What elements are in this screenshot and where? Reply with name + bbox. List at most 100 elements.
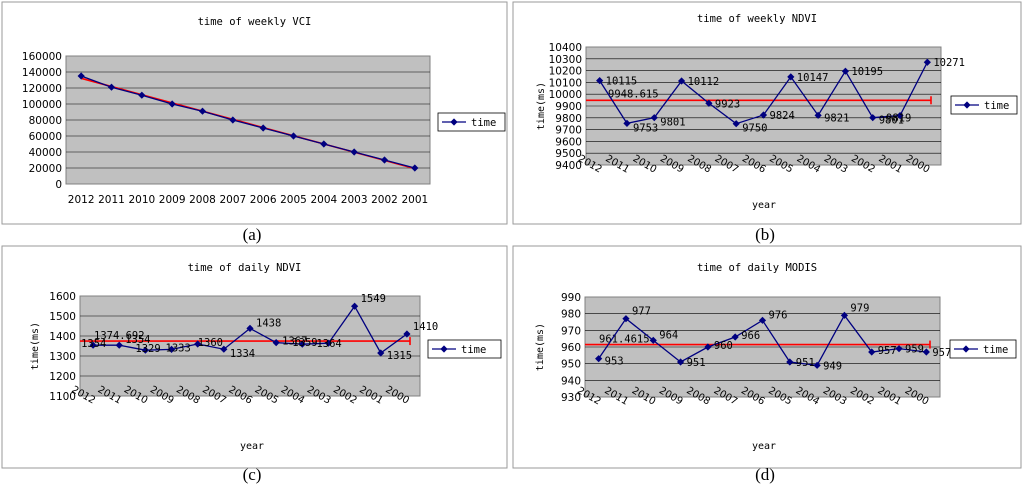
data-point bbox=[814, 111, 822, 119]
data-label: 957 bbox=[932, 347, 951, 359]
data-point bbox=[596, 77, 604, 85]
data-point bbox=[115, 341, 123, 349]
data-point bbox=[141, 346, 149, 354]
x-tick-label: 2007 bbox=[219, 194, 246, 206]
chart-panel-a: time of weekly VCI 0 20000 40000 60000 80000 1… bbox=[1, 1, 508, 244]
data-point bbox=[168, 100, 176, 108]
data-point bbox=[813, 361, 821, 369]
x-axis-title: year bbox=[752, 441, 776, 452]
data-label: 966 bbox=[741, 330, 760, 342]
data-point bbox=[229, 116, 237, 124]
data-point bbox=[259, 124, 267, 132]
legend-frame bbox=[427, 339, 502, 359]
data-point bbox=[677, 77, 686, 85]
data-label: 9801 bbox=[660, 117, 685, 129]
x-tick-label: 2004 bbox=[310, 194, 337, 206]
y-tick-label: 950 bbox=[561, 359, 581, 371]
chart-title: time of weekly NDVI bbox=[697, 13, 817, 25]
chart-title: time of daily MODIS bbox=[697, 262, 817, 274]
data-point bbox=[922, 348, 930, 356]
data-point bbox=[298, 340, 306, 348]
mean-value-label: 1374.692 bbox=[94, 330, 145, 342]
legend-label: time bbox=[983, 344, 1008, 356]
y-tick-label: 0 bbox=[55, 179, 62, 191]
data-point bbox=[167, 345, 176, 353]
data-point bbox=[649, 336, 657, 344]
data-label: 960 bbox=[714, 340, 733, 352]
data-point bbox=[351, 302, 359, 310]
y-tick-label: 60000 bbox=[29, 131, 62, 143]
x-tick-label: 2003 bbox=[341, 194, 368, 206]
data-point bbox=[786, 358, 794, 366]
data-label: 951 bbox=[687, 357, 706, 369]
data-label: 1438 bbox=[256, 317, 281, 329]
data-point bbox=[403, 330, 411, 338]
legend-frame bbox=[950, 95, 1018, 115]
y-tick-label: 1200 bbox=[49, 371, 76, 383]
y-tick-label: 970 bbox=[561, 325, 581, 337]
legend: time bbox=[949, 339, 1017, 359]
x-tick-label: 2009 bbox=[159, 194, 186, 206]
data-point bbox=[758, 316, 767, 324]
x-tick-label: 2006 bbox=[250, 194, 277, 206]
data-point bbox=[896, 111, 904, 120]
legend-label: time bbox=[461, 344, 486, 356]
x-tick-label: 2012 bbox=[68, 194, 95, 206]
data-point bbox=[868, 348, 876, 356]
y-tick-label: 9700 bbox=[555, 125, 582, 137]
data-point bbox=[650, 114, 658, 122]
y-tick-label: 930 bbox=[561, 392, 581, 404]
x-tick-label: 2005 bbox=[280, 194, 307, 206]
y-tick-label: 1100 bbox=[49, 391, 76, 403]
x-axis-title: year bbox=[240, 441, 264, 452]
data-label: 959 bbox=[905, 344, 924, 356]
chart-panel-b: time of weekly NDVI940095009600970098009… bbox=[512, 1, 1022, 244]
y-tick-label: 1400 bbox=[49, 331, 76, 343]
data-label: 9819 bbox=[886, 113, 911, 125]
legend-label: time bbox=[984, 100, 1009, 112]
data-point bbox=[107, 83, 116, 91]
data-point bbox=[895, 345, 903, 353]
data-point bbox=[324, 339, 333, 347]
mean-value-label: 961.4615 bbox=[599, 334, 650, 346]
y-tick-label: 10000 bbox=[549, 89, 582, 101]
y-tick-label: 1600 bbox=[49, 291, 76, 303]
y-tick-label: 10300 bbox=[549, 54, 582, 66]
data-point bbox=[220, 345, 228, 353]
data-label: 1360 bbox=[198, 337, 223, 349]
y-tick-label: 940 bbox=[561, 375, 581, 387]
data-point bbox=[411, 164, 419, 172]
data-point bbox=[350, 148, 358, 156]
data-label: 1329 bbox=[135, 343, 160, 355]
data-label: 10195 bbox=[851, 66, 883, 78]
y-tick-label: 10200 bbox=[549, 66, 582, 78]
legend-marker-icon bbox=[962, 345, 970, 353]
x-tick-label: 2008 bbox=[189, 194, 216, 206]
data-label: 1354 bbox=[125, 334, 150, 346]
y-tick-label: 120000 bbox=[22, 83, 62, 95]
y-tick-label: 1300 bbox=[49, 351, 76, 363]
panel-caption: (b) bbox=[755, 225, 775, 244]
y-tick-label: 160000 bbox=[22, 51, 62, 63]
data-label: 9923 bbox=[715, 98, 740, 110]
data-label: 1549 bbox=[361, 293, 386, 305]
y-tick-label: 9800 bbox=[555, 113, 582, 125]
y-tick-label: 9600 bbox=[555, 136, 582, 148]
data-label: 10115 bbox=[606, 76, 638, 88]
data-point bbox=[246, 324, 254, 332]
data-point bbox=[622, 315, 630, 323]
data-label: 1364 bbox=[316, 338, 341, 350]
y-tick-label: 100000 bbox=[22, 99, 62, 111]
y-tick-label: 980 bbox=[561, 309, 581, 321]
data-label: 9821 bbox=[824, 112, 849, 124]
y-tick-label: 10100 bbox=[549, 77, 582, 89]
y-axis-title: time(ms) bbox=[535, 323, 546, 371]
data-label: 1410 bbox=[413, 321, 438, 333]
data-point bbox=[623, 119, 631, 127]
chart-panel-d: time of daily MODIS 930 940 950 960 970 980 990… bbox=[512, 245, 1022, 484]
data-label: 953 bbox=[605, 356, 624, 368]
y-tick-label: 9900 bbox=[555, 101, 582, 113]
data-label: 976 bbox=[769, 309, 788, 321]
x-tick-label: 2002 bbox=[371, 194, 398, 206]
data-label: 977 bbox=[632, 306, 651, 318]
